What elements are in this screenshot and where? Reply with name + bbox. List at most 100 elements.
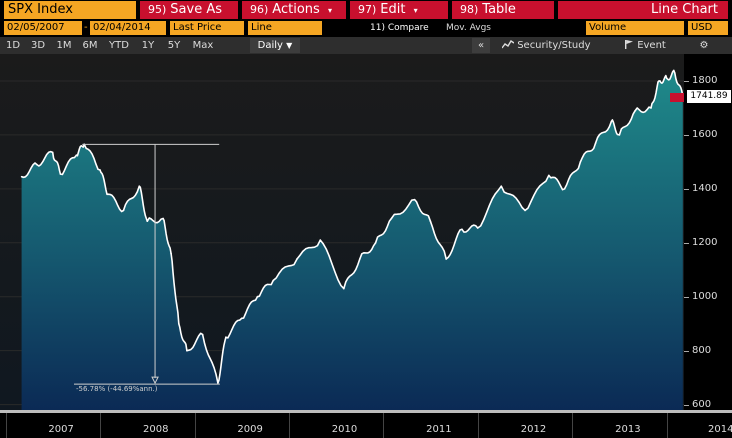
price-point (240, 317, 243, 320)
event-label: Event (637, 40, 666, 51)
y-tick-mark (684, 350, 689, 352)
x-axis-divider (477, 413, 479, 438)
x-tick-label: 2013 (615, 424, 641, 435)
price-point (673, 72, 676, 74)
table-number: 98) (460, 3, 479, 16)
period-1d-button[interactable]: 1D (5, 40, 21, 51)
start-date-field[interactable]: 02/05/2007 (4, 21, 82, 35)
price-area-fill (21, 70, 683, 410)
price-point (445, 258, 447, 260)
price-point (343, 287, 345, 290)
flag-icon (624, 40, 637, 51)
x-tick-label: 2014 (708, 424, 732, 435)
y-tick-mark (684, 296, 689, 298)
period-5y-button[interactable]: 5Y (167, 40, 181, 51)
price-point (186, 349, 188, 352)
price-point (272, 279, 275, 282)
x-tick-label: 2007 (48, 424, 74, 435)
event-button[interactable]: Event (624, 38, 684, 53)
x-axis-divider (383, 413, 385, 438)
y-tick-label: 800 (692, 344, 712, 356)
period-bar (0, 37, 732, 54)
price-point (563, 188, 566, 190)
table-button[interactable]: 98) Table (452, 1, 554, 19)
price-point (610, 120, 613, 123)
price-point (359, 258, 361, 260)
actions-label: Actions (272, 2, 320, 17)
last-price-pointer-icon (670, 92, 684, 102)
price-point (296, 258, 298, 260)
period-ytd-button[interactable]: YTD (109, 40, 129, 51)
last-price-badge: 1741.89 (687, 89, 731, 103)
x-axis-divider (5, 413, 7, 438)
security-study-button[interactable]: Security/Study (501, 38, 612, 53)
x-tick-label: 2009 (237, 424, 263, 435)
price-point (524, 209, 526, 212)
y-tick-label: 1800 (692, 74, 718, 86)
study-chart-icon (501, 40, 517, 51)
y-tick-label: 1600 (692, 128, 718, 140)
y-tick-label: 1000 (692, 290, 718, 302)
save-as-button[interactable]: 95) Save As (140, 1, 238, 19)
security-study-label: Security/Study (517, 40, 591, 51)
y-tick-mark (684, 242, 689, 244)
x-tick-label: 2010 (331, 424, 358, 435)
price-point (138, 185, 141, 187)
price-point (51, 151, 54, 154)
x-axis-divider (194, 413, 196, 438)
save-as-label: Save As (170, 2, 223, 17)
price-point (429, 220, 432, 223)
chart-style-select[interactable]: Line (248, 21, 322, 35)
price-point (162, 217, 164, 220)
frequency-select[interactable]: Daily ▼ (250, 38, 300, 53)
settings-gear-icon[interactable]: ⚙ (699, 40, 709, 51)
x-tick-label: 2008 (143, 424, 169, 435)
price-field-select[interactable]: Last Price (170, 21, 244, 35)
price-line (21, 69, 684, 384)
y-tick-mark (684, 188, 689, 190)
actions-number: 96) (250, 3, 269, 16)
collapse-button[interactable]: « (472, 38, 490, 53)
price-point (225, 336, 227, 338)
volume-select[interactable]: Volume (586, 21, 684, 35)
moving-averages-button[interactable]: Mov. Avgs (446, 23, 491, 33)
x-tick-label: 2011 (426, 424, 452, 435)
price-point (178, 322, 180, 325)
x-axis-divider (572, 413, 574, 438)
chart-type-title[interactable]: Line Chart (558, 1, 728, 19)
period-1y-button[interactable]: 1Y (141, 40, 155, 51)
end-date-field[interactable]: 02/04/2014 (90, 21, 166, 35)
dropdown-arrow-icon: ▾ (327, 6, 332, 15)
x-axis-divider (289, 413, 290, 438)
x-axis-divider (99, 413, 101, 438)
price-point (548, 174, 550, 177)
period-6m-button[interactable]: 6M (82, 40, 98, 51)
ticker-field[interactable]: SPX Index (4, 1, 136, 19)
x-axis (0, 410, 732, 438)
price-point (107, 193, 109, 196)
compare-button[interactable]: 11) Compare (370, 23, 429, 33)
price-point (217, 382, 219, 384)
price-chart: -56.78% (-44.69%ann.) (0, 54, 684, 410)
y-tick-label: 1200 (692, 236, 718, 248)
period-3d-button[interactable]: 3D (30, 40, 46, 51)
actions-button[interactable]: 96) Actions ▾ (242, 1, 346, 19)
y-axis (684, 54, 732, 410)
edit-button[interactable]: 97) Edit ▾ (350, 1, 448, 19)
y-tick-mark (684, 80, 689, 82)
price-points (20, 72, 684, 384)
x-tick-label: 2012 (520, 424, 547, 435)
price-point (59, 173, 62, 175)
drawdown-label: -56.78% (-44.69%ann.) (76, 385, 158, 393)
price-point (634, 109, 637, 112)
price-point (579, 161, 582, 163)
price-point (122, 209, 125, 212)
price-point (413, 198, 416, 201)
currency-select[interactable]: USD (688, 21, 728, 35)
period-max-button[interactable]: Max (192, 40, 214, 51)
edit-number: 97) (358, 3, 377, 16)
period-1m-button[interactable]: 1M (56, 40, 72, 51)
x-axis-divider (666, 413, 668, 438)
frequency-label: Daily (257, 40, 283, 51)
price-point (36, 163, 38, 166)
